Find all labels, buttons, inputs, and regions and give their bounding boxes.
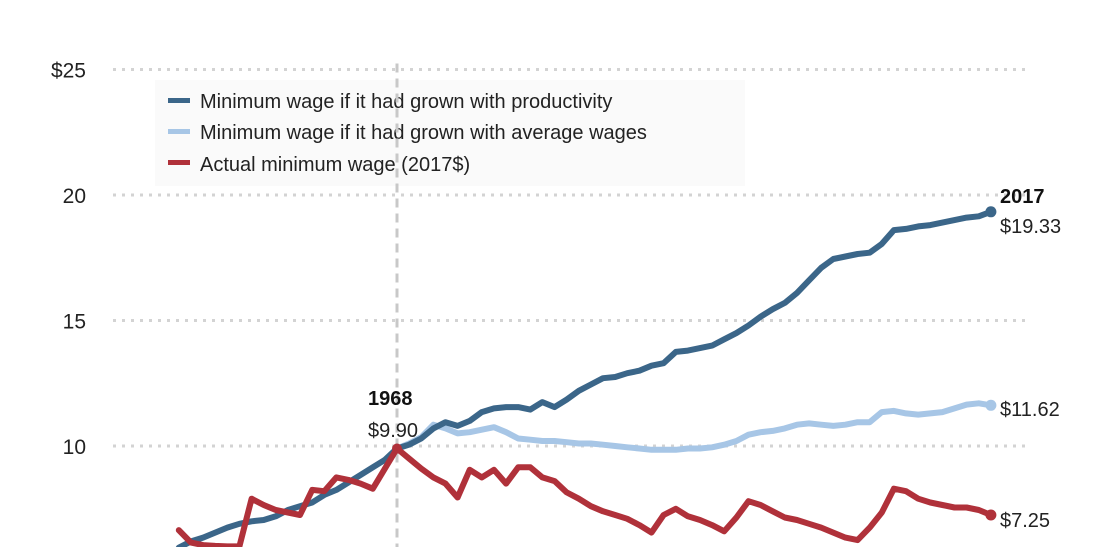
y-tick-label: 20 xyxy=(63,185,86,208)
annotation-2017-actual-value: $7.25 xyxy=(1000,510,1050,532)
peak-marker-1968 xyxy=(392,443,402,454)
y-tick-label: $25 xyxy=(51,60,86,83)
endpoint-marker-average-wages xyxy=(985,399,997,411)
endpoint-marker-actual xyxy=(985,509,997,521)
y-tick-label: 10 xyxy=(63,436,86,459)
legend: Minimum wage if it had grown with produc… xyxy=(155,80,745,186)
endpoint-marker-productivity xyxy=(985,206,997,218)
annotation-2017-productivity-value: $19.33 xyxy=(1000,216,1061,238)
legend-item-actual: Actual minimum wage (2017$) xyxy=(168,154,470,176)
series-lines xyxy=(175,206,997,547)
annotation-1968-value: $9.90 xyxy=(368,420,418,442)
legend-label-productivity: Minimum wage if it had grown with produc… xyxy=(200,91,612,113)
legend-swatch-actual xyxy=(168,160,190,165)
legend-swatch-average-wages xyxy=(168,129,190,134)
y-axis-ticks: $25 20 15 10 xyxy=(51,60,86,460)
annotation-2017-year: 2017 xyxy=(1000,186,1045,208)
legend-label-actual: Actual minimum wage (2017$) xyxy=(200,154,470,176)
annotation-1968-year: 1968 xyxy=(368,388,413,410)
annotations: 1968 $9.90 2017 $19.33 $11.62 $7.25 xyxy=(368,186,1061,532)
legend-background xyxy=(155,80,745,186)
legend-label-average-wages: Minimum wage if it had grown with averag… xyxy=(200,122,647,144)
series-line-average-wages xyxy=(394,400,994,453)
legend-item-average-wages: Minimum wage if it had grown with averag… xyxy=(168,122,647,144)
annotation-2017-average-wages-value: $11.62 xyxy=(1000,399,1060,421)
legend-swatch-productivity xyxy=(168,98,190,103)
series-line-productivity xyxy=(175,208,994,547)
series-line-actual xyxy=(175,445,994,547)
legend-item-productivity: Minimum wage if it had grown with produc… xyxy=(168,91,612,113)
y-tick-label: 15 xyxy=(63,311,86,334)
